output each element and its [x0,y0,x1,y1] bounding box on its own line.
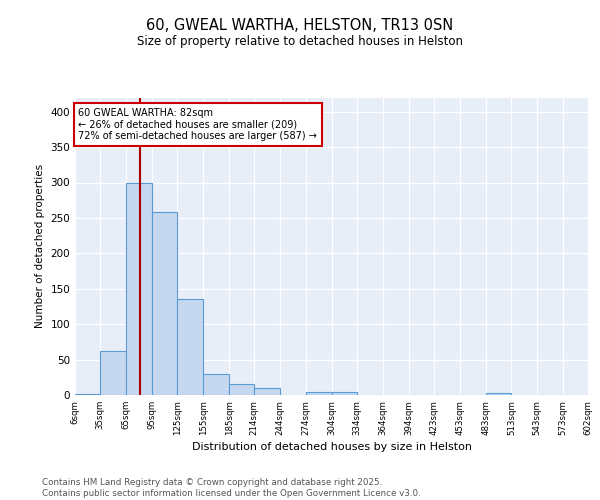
Bar [152,212,178,395]
Bar [203,374,229,395]
Text: Size of property relative to detached houses in Helston: Size of property relative to detached ho… [137,35,463,48]
Bar [254,388,280,395]
Text: 60 GWEAL WARTHA: 82sqm
← 26% of detached houses are smaller (209)
72% of semi-de: 60 GWEAL WARTHA: 82sqm ← 26% of detached… [79,108,317,142]
Bar [100,351,126,395]
Bar [229,384,254,395]
Bar [178,300,203,395]
Y-axis label: Number of detached properties: Number of detached properties [35,164,45,328]
Bar [126,182,152,395]
X-axis label: Distribution of detached houses by size in Helston: Distribution of detached houses by size … [191,442,472,452]
Text: 60, GWEAL WARTHA, HELSTON, TR13 0SN: 60, GWEAL WARTHA, HELSTON, TR13 0SN [146,18,454,32]
Bar [331,392,358,395]
Bar [485,393,511,395]
Bar [75,394,100,395]
Bar [305,392,331,395]
Text: Contains HM Land Registry data © Crown copyright and database right 2025.
Contai: Contains HM Land Registry data © Crown c… [42,478,421,498]
